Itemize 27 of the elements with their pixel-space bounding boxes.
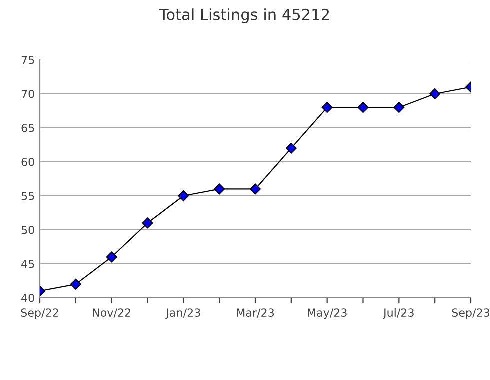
point: [358, 102, 369, 114]
point: [322, 102, 333, 114]
x-tick-label: Nov/22: [93, 308, 131, 318]
point: [286, 142, 297, 154]
y-tick-label: 45: [22, 260, 34, 268]
chart-title: Total Listings in 45212: [159, 8, 330, 24]
y-tick-label: 40: [22, 294, 34, 302]
y-tick-label: 75: [22, 56, 34, 64]
x-tick-label: Jan/23: [166, 308, 200, 320]
y-tick-label: 55: [22, 192, 34, 200]
x-tick-label: Sep/22: [21, 308, 58, 320]
point: [394, 102, 405, 114]
point: [142, 218, 154, 229]
point: [250, 184, 261, 195]
y-tick-label: 60: [22, 158, 34, 166]
point: [214, 184, 226, 195]
point: [178, 190, 190, 202]
x-tick-label: Jul/23: [382, 308, 414, 320]
point: [430, 88, 441, 100]
y-tick-label: 65: [22, 124, 34, 132]
y-tick-label: 50: [22, 226, 34, 234]
point: [106, 252, 118, 263]
point: [70, 278, 82, 290]
y-tick-label: 70: [22, 90, 34, 98]
x-tick-label: Sep/23: [452, 308, 490, 320]
x-tick-label: May/23: [308, 308, 347, 320]
x-tick-label: Mar/23: [237, 308, 274, 318]
